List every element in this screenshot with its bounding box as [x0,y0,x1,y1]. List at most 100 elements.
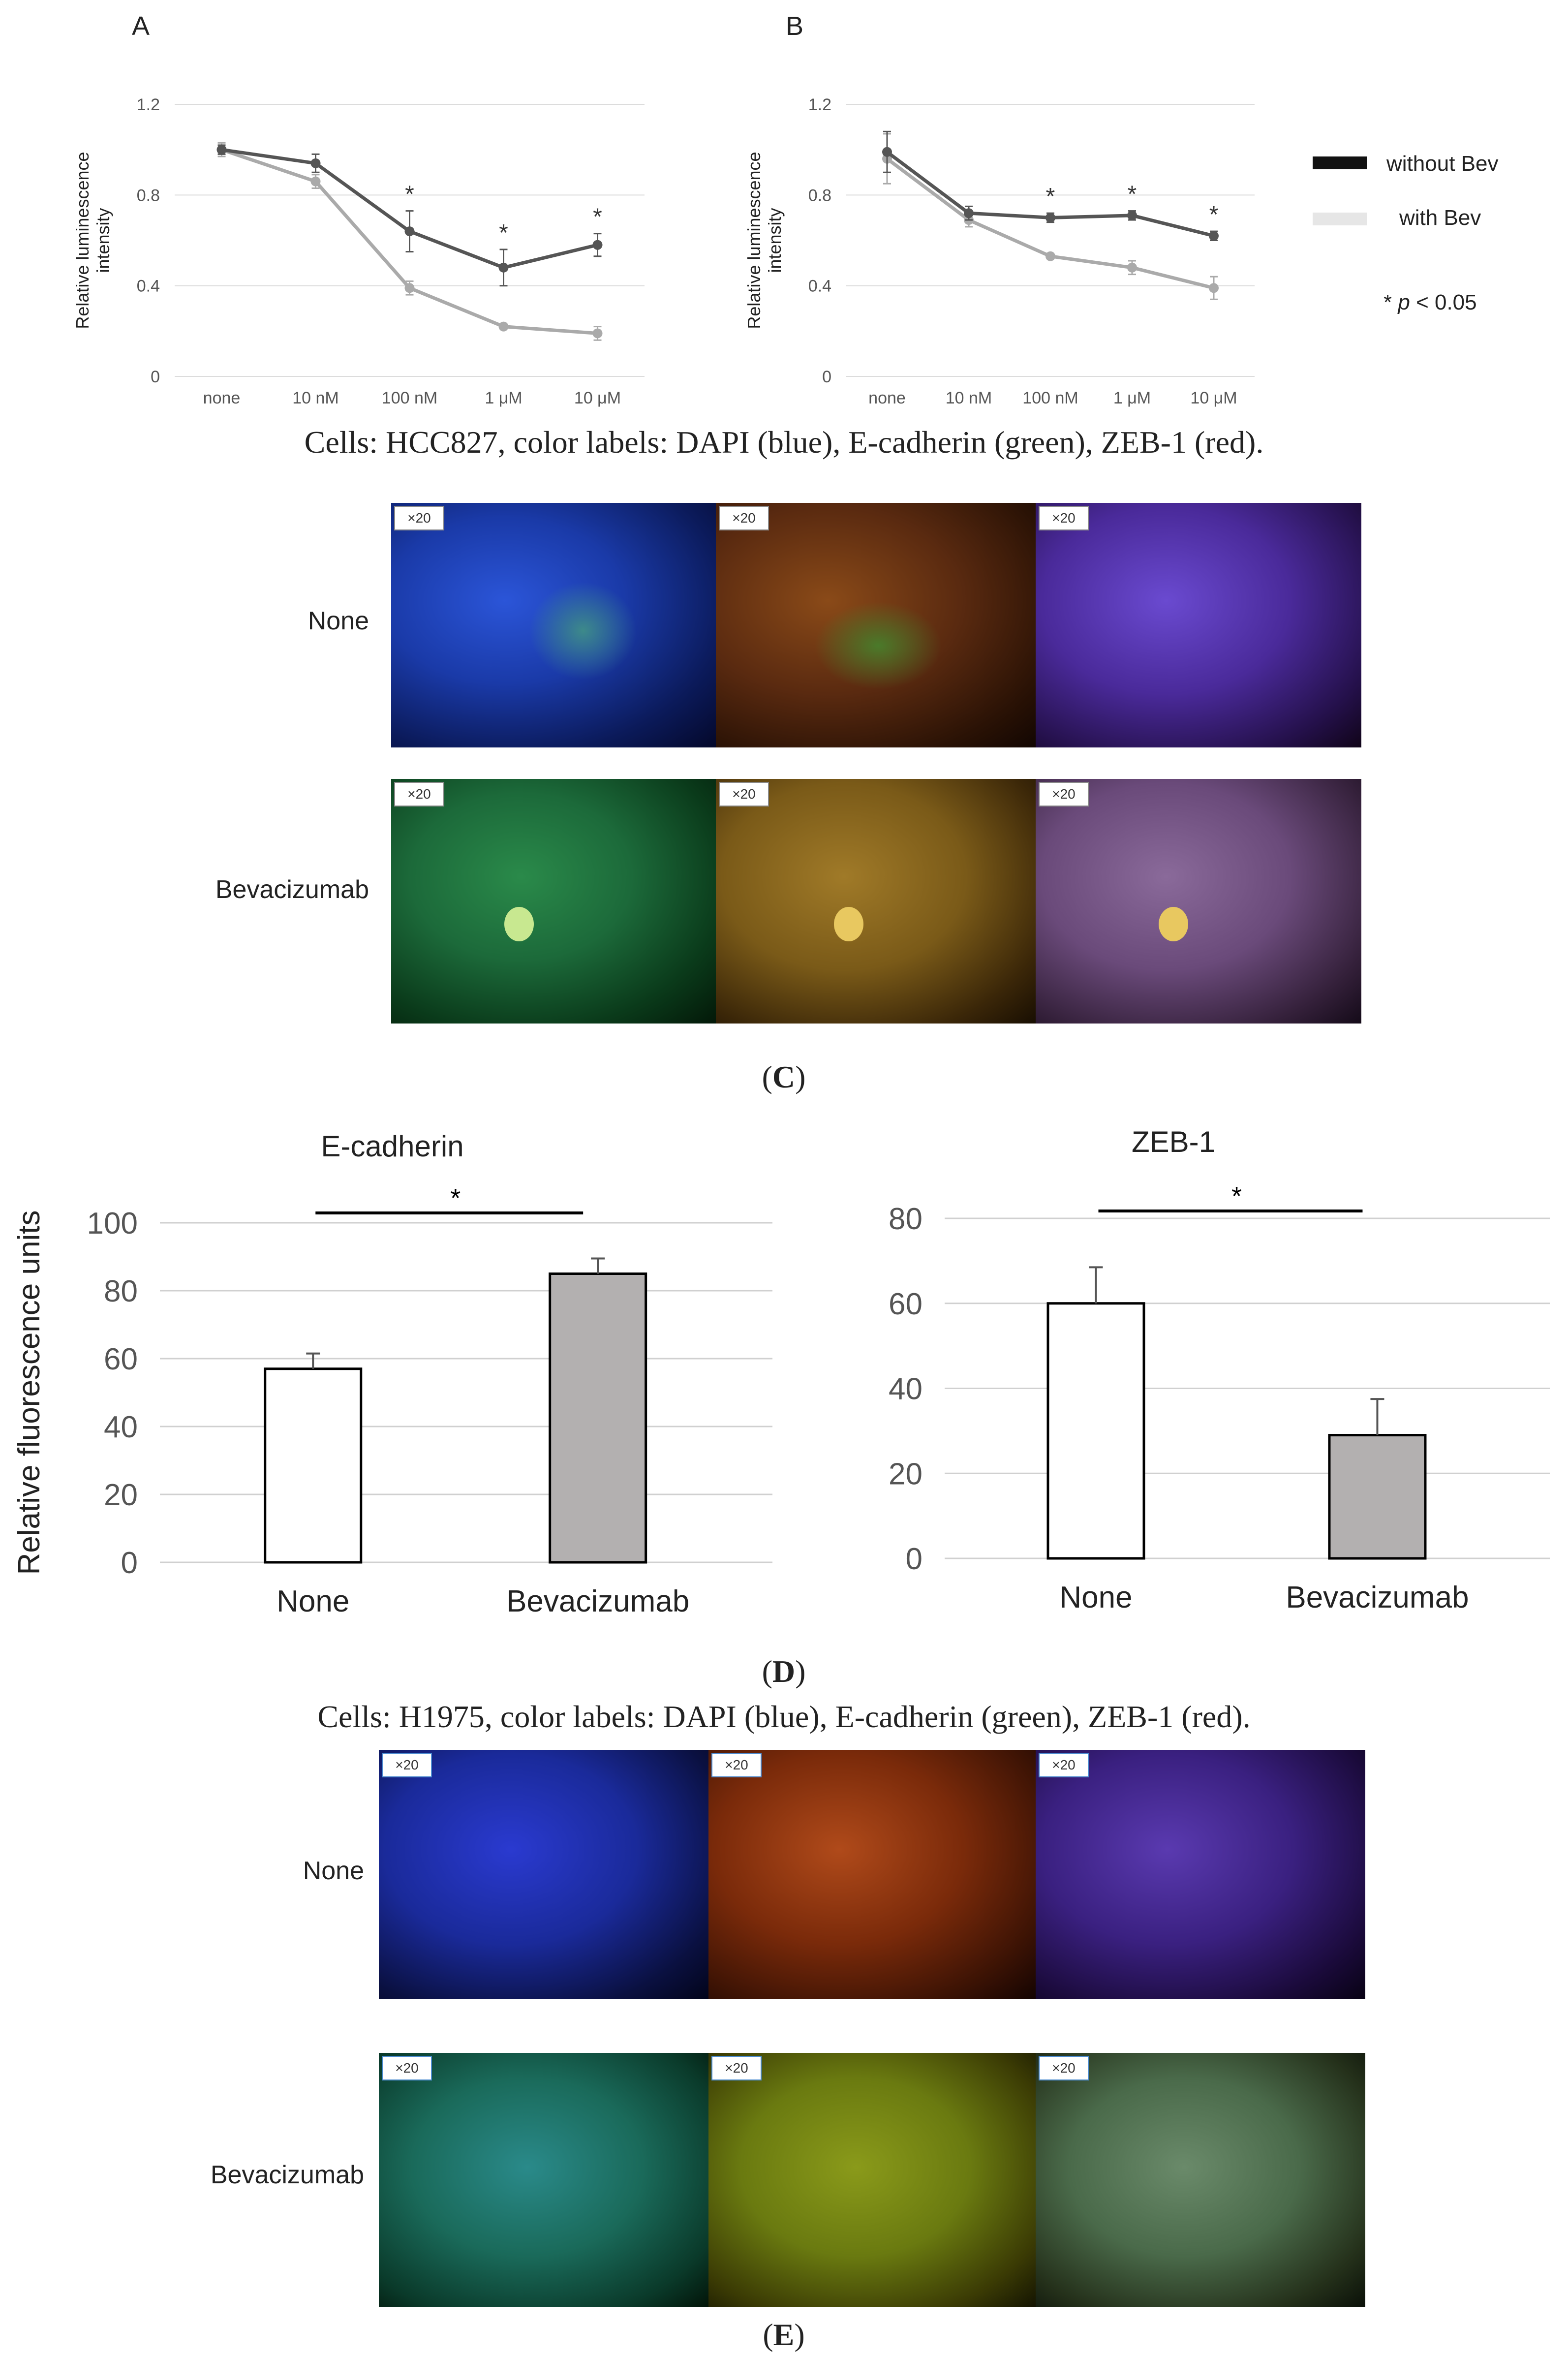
mag-tag: ×20 [1039,1753,1089,1777]
chart-title: E-cadherin [321,1130,463,1163]
chart-b-group: 0 0.4 0.8 1.2 none 10 nM 100 nM 1 μM 10 μM Relati… [744,95,1255,407]
y-axis-label: Relative fluorescence units [12,1210,46,1575]
y-tick-label: 0 [121,1546,138,1580]
y-axis-label: Relative luminescence [72,152,92,329]
x-tick-label: 1 μM [1113,389,1151,407]
chart-b: 0 0.4 0.8 1.2 none 10 nM 100 nM 1 μM 10 μM Relati… [744,95,1255,407]
panel-label-d: (D) [762,1654,806,1689]
x-tick-label: 10 nM [292,389,339,407]
x-tick-label: 100 nM [1022,389,1078,407]
chart-title: ZEB-1 [1132,1125,1215,1158]
pvalue-star: * [1384,290,1392,314]
image-e-none-merge2: ×20 [1036,1750,1365,1999]
x-tick-label: 10 μM [1190,389,1237,407]
data-point [404,283,415,293]
y-axis-label: Relative luminescence [744,152,764,329]
data-point [964,208,974,218]
y-tick-label: 1.2 [808,95,831,114]
mag-tag: ×20 [382,1753,432,1777]
bar [1046,1302,1145,1560]
y-tick-label: 0 [151,368,160,386]
x-tick-label: Bevacizumab [506,1584,689,1618]
image-e-bev-merge1: ×20 [708,2053,1036,2307]
x-tick-label: 10 μM [574,389,621,407]
data-point [216,145,227,155]
data-point [310,158,321,168]
image-e-bev-merge2: ×20 [1036,2053,1365,2307]
significance-star: * [405,182,414,208]
y-tick-label: 0.8 [137,186,160,205]
x-tick-label: 10 nM [946,389,992,407]
image-c-none-merge1: ×20 [716,503,1036,747]
row-label-none-e: None [303,1857,364,1885]
x-tick-label: None [1059,1581,1132,1614]
y-tick-label: 60 [889,1287,922,1321]
chart-a-group: 0 0.4 0.8 1.2 none 10 nM 100 nM 1 μM 10 μM Relati… [72,95,645,407]
data-point [498,321,509,332]
y-tick-label: 0.4 [137,277,160,296]
bar [264,1367,363,1564]
chart-d-ecadherin: 0 20 40 60 80 100 E-cadherin None Bevacizumab * Re… [12,1130,772,1618]
y-axis-label: intensity [765,208,785,273]
y-tick-label: 40 [889,1372,922,1406]
data-point [1127,210,1137,220]
x-tick-label: none [868,389,906,407]
significance-star: * [499,220,508,246]
image-c-bev-merge2: ×20 [1036,779,1361,1024]
row-label-bev-e: Bevacizumab [210,2161,364,2189]
panel-e-letter: E [773,2317,795,2352]
significance-star: * [450,1183,461,1213]
data-point [1045,251,1055,261]
significance-star: * [1209,202,1219,228]
image-c-bev-dapi: ×20 [391,779,716,1024]
y-tick-label: 0 [906,1542,922,1576]
y-tick-label: 80 [889,1202,922,1236]
chart-d2-group: 0 20 40 60 80 ZEB-1 None Bevacizumab * [889,1125,1550,1614]
chart-d1-group: 0 20 40 60 80 100 E-cadherin None Bevacizumab * Re… [12,1130,772,1618]
mag-tag: ×20 [719,506,769,530]
x-tick-label: None [277,1584,349,1618]
legend-label-with: with Bev [1399,206,1481,230]
data-point [498,262,509,273]
mag-tag: ×20 [711,2056,762,2080]
mag-tag: ×20 [1039,782,1089,807]
significance-star: * [1046,184,1055,210]
bar [549,1272,647,1564]
legend-label-without: without Bev [1386,152,1499,176]
row-label-none-c: None [307,607,369,635]
y-tick-label: 0.4 [808,277,831,296]
y-tick-label: 0.8 [808,186,831,205]
x-tick-label: Bevacizumab [1286,1581,1469,1614]
y-axis-label: intensity [93,208,113,273]
panel-c-letter: C [772,1059,796,1094]
data-point [592,240,603,250]
x-tick-label: 100 nM [382,389,437,407]
image-c-none-dapi: ×20 [391,503,716,747]
panel-label-a: A [132,11,150,41]
data-point [310,176,321,186]
x-tick-label: 1 μM [485,389,522,407]
data-point [1209,231,1219,241]
data-point [404,226,415,237]
panel-label-e: (E) [763,2317,805,2352]
y-tick-label: 1.2 [137,95,160,114]
y-tick-label: 0 [822,368,831,386]
image-c-none-merge2: ×20 [1036,503,1361,747]
mag-tag: ×20 [1039,2056,1089,2080]
mag-tag: ×20 [719,782,769,807]
mag-tag: ×20 [394,506,444,530]
panel-label-c: (C) [762,1059,806,1094]
chart-d-zeb1: 0 20 40 60 80 ZEB-1 None Bevacizumab * [889,1125,1550,1614]
mag-tag: ×20 [382,2056,432,2080]
x-tick-label: none [203,389,241,407]
row-label-bev-c: Bevacizumab [215,875,369,904]
image-e-bev-dapi: ×20 [379,2053,708,2307]
caption-hcc827: Cells: HCC827, color labels: DAPI (blue)… [304,425,1264,460]
significance-star: * [1231,1181,1242,1211]
caption-h1975: Cells: H1975, color labels: DAPI (blue),… [317,1699,1251,1734]
significance-star: * [1128,182,1137,208]
y-tick-label: 40 [104,1410,138,1444]
image-e-none-merge1: ×20 [708,1750,1036,1999]
data-point [882,147,892,157]
y-tick-label: 100 [87,1207,138,1241]
